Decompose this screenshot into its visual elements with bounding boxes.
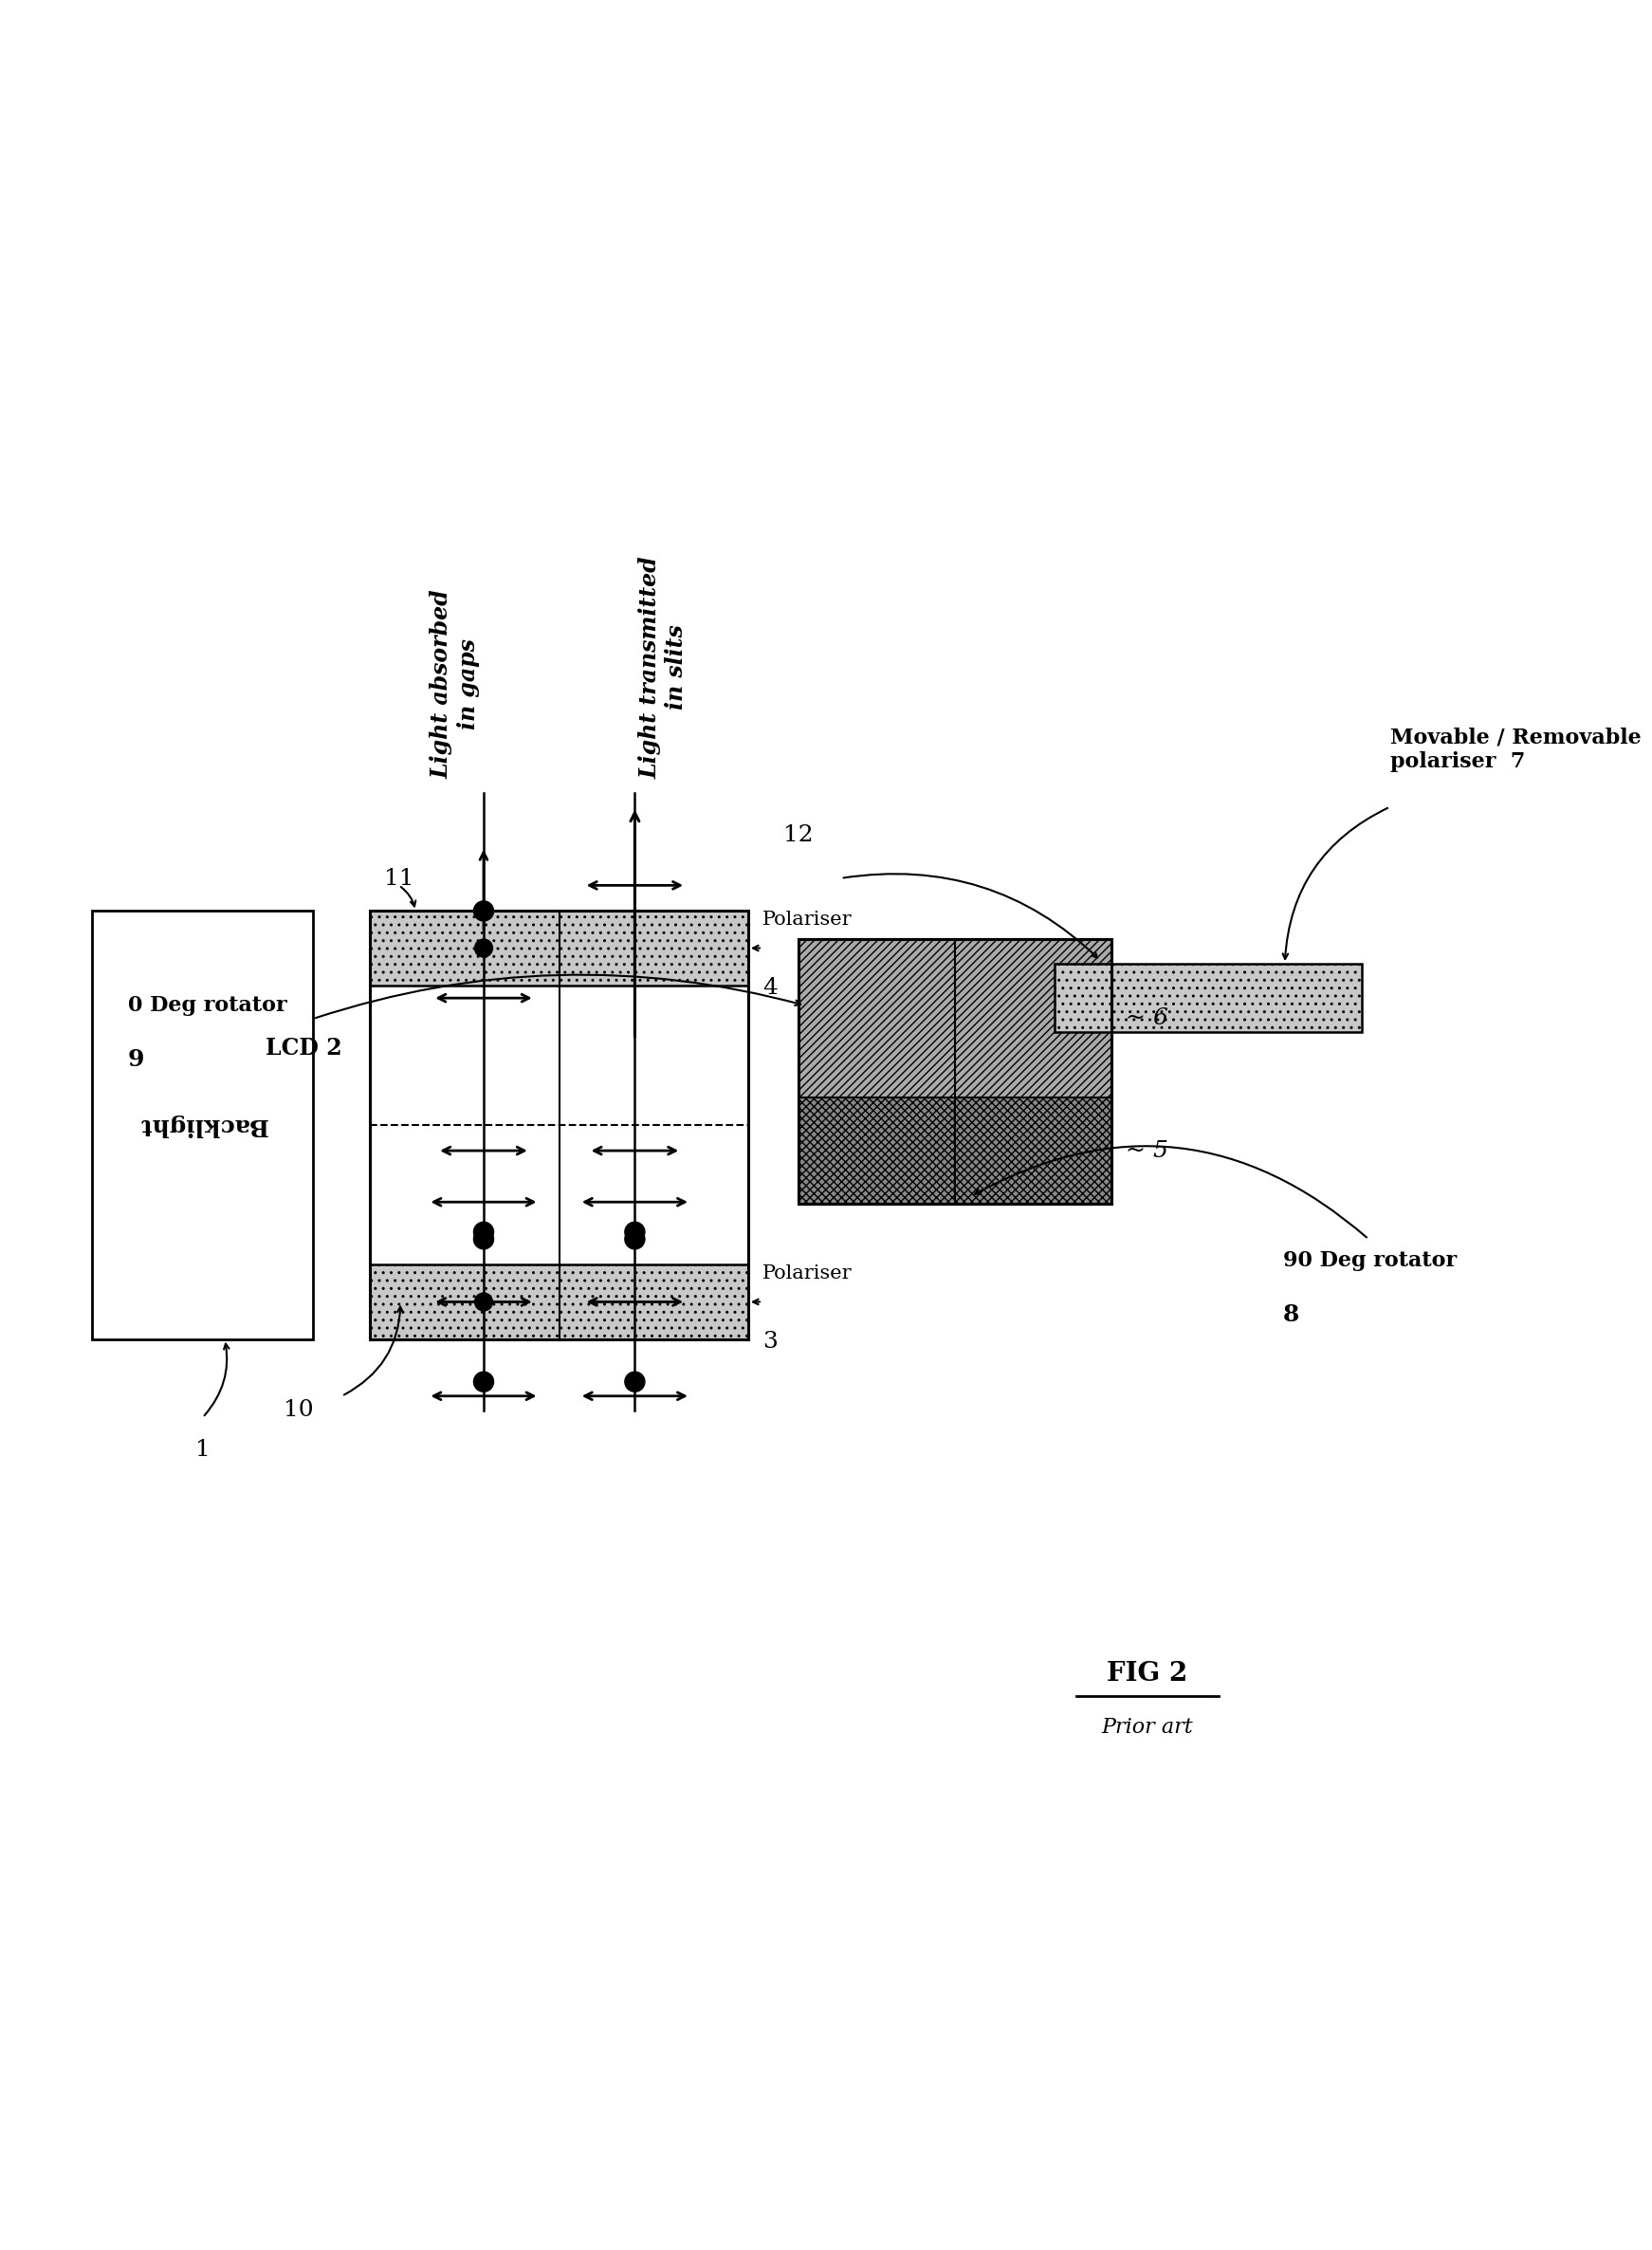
Bar [93, 911, 314, 1339]
Text: 8: 8 [1284, 1303, 1300, 1325]
Circle shape [474, 938, 492, 956]
Text: 10: 10 [282, 1400, 314, 1422]
Circle shape [474, 1228, 494, 1249]
Bar [798, 1098, 1112, 1204]
Text: Light absorbed
in gaps: Light absorbed in gaps [431, 590, 479, 778]
Circle shape [624, 1372, 644, 1393]
Text: Backlight: Backlight [139, 1114, 268, 1136]
Text: FIG 2: FIG 2 [1107, 1660, 1188, 1688]
Text: 0 Deg rotator: 0 Deg rotator [127, 994, 287, 1017]
Text: Movable / Removable
polariser  7: Movable / Removable polariser 7 [1389, 727, 1640, 772]
Bar [370, 911, 748, 985]
Bar [370, 1264, 748, 1339]
Bar [370, 911, 748, 1339]
Circle shape [624, 1228, 644, 1249]
Text: 90 Deg rotator: 90 Deg rotator [1284, 1251, 1457, 1271]
Circle shape [624, 1222, 644, 1242]
Text: Polariser: Polariser [763, 1264, 852, 1282]
Text: Prior art: Prior art [1102, 1717, 1193, 1737]
Bar [798, 940, 1112, 1204]
Text: 11: 11 [385, 868, 415, 889]
Circle shape [474, 1222, 494, 1242]
Bar [370, 911, 748, 1339]
Text: ~ 5: ~ 5 [1127, 1141, 1168, 1161]
Circle shape [474, 1294, 492, 1312]
Bar [1056, 963, 1361, 1033]
Text: Light transmitted
in slits: Light transmitted in slits [639, 556, 687, 778]
Text: 4: 4 [763, 977, 778, 999]
Text: LCD 2: LCD 2 [266, 1037, 342, 1060]
Text: 3: 3 [763, 1330, 778, 1352]
Circle shape [474, 900, 494, 920]
Text: Polariser: Polariser [763, 911, 852, 929]
Text: 1: 1 [195, 1438, 210, 1460]
Text: ~ 6: ~ 6 [1127, 1008, 1168, 1030]
Bar [798, 940, 1112, 1098]
Text: 12: 12 [783, 824, 813, 846]
Circle shape [474, 1372, 494, 1393]
Text: 9: 9 [127, 1048, 144, 1071]
